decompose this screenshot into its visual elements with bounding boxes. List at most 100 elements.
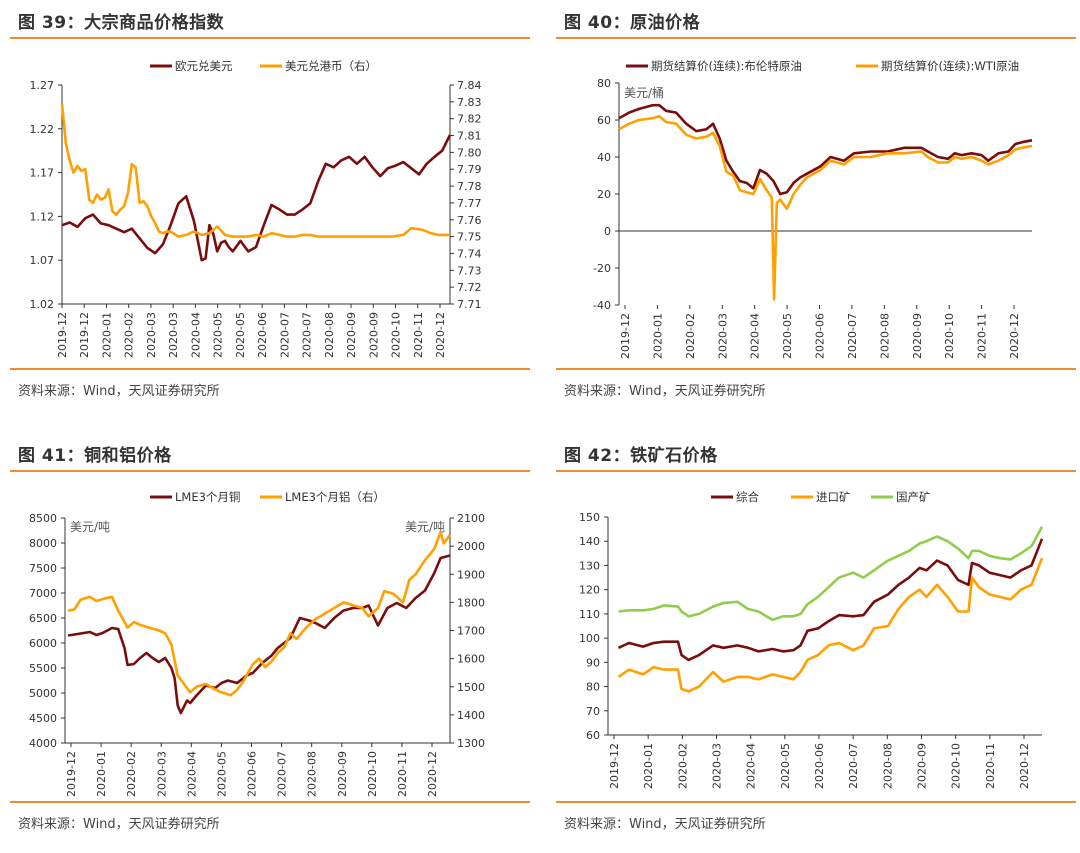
x-tick-label: 2020-05 [779, 743, 792, 789]
x-tick-label: 2020-11 [984, 743, 997, 789]
source-divider [10, 368, 530, 370]
x-tick-label: 2020-04 [189, 312, 202, 358]
x-tick-label: 2020-10 [950, 743, 963, 789]
y2-tick-label: 7.74 [457, 247, 482, 260]
y2-tick-label: 2100 [457, 512, 485, 525]
x-tick-label: 2020-11 [396, 751, 409, 797]
series-line-2 [618, 115, 1033, 301]
y2-tick-label: 1700 [457, 625, 485, 638]
x-tick-label: 2020-07 [847, 743, 860, 789]
y-tick-label: -40 [593, 299, 611, 312]
y-tick-label: 8000 [29, 537, 57, 550]
y-tick-label: 140 [579, 535, 600, 548]
x-tick-label: 2020-06 [246, 751, 259, 797]
x-tick-label: 2019-12 [619, 313, 632, 359]
x-tick-label: 2020-09 [336, 751, 349, 797]
y2-tick-label: 7.75 [457, 231, 482, 244]
y-tick-label: 5500 [29, 662, 57, 675]
title-divider [556, 470, 1076, 472]
y-tick-label: 60 [586, 729, 600, 742]
y-tick-label: 150 [579, 511, 600, 524]
x-tick-label: 2020-08 [306, 751, 319, 797]
x-tick-label: 2020-06 [256, 312, 269, 358]
y-tick-label: 7000 [29, 587, 57, 600]
legend-label: 综合 [736, 490, 759, 504]
legend: 期货结算价(连续):布伦特原油 期货结算价(连续):WTI原油 [626, 59, 1019, 73]
y2-tick-label: 7.76 [457, 214, 482, 227]
x-tick-label: 2020-12 [434, 312, 447, 358]
figure-39-panel: 图 39：大宗商品价格指数 1.02 1.07 1.12 1.17 1.22 1.27 7.… [10, 0, 540, 420]
x-tick-label: 2020-10 [943, 313, 956, 359]
y-tick-label: 4500 [29, 712, 57, 725]
x-tick-label: 2020-07 [276, 751, 289, 797]
x-ticks: 2019-12 2020-01 2020-02 2020-03 2020-04 2020-… [619, 305, 1021, 359]
y-tick-label: 6500 [29, 612, 57, 625]
figure-title: 图 40：原油价格 [564, 13, 701, 33]
y-tick-label: 8500 [29, 512, 57, 525]
figure-title: 图 41：铜和铝价格 [18, 446, 172, 466]
y-tick-label: 90 [586, 656, 600, 669]
figure-40-chart: -40 -20 0 20 40 60 80 2019-12 2020-01 2020-02 2020… [593, 59, 1033, 359]
x-tick-label: 2020-01 [642, 743, 655, 789]
y-tick-label: 70 [586, 705, 600, 718]
y2-tick-label: 7.80 [457, 146, 482, 159]
series-line-2 [617, 557, 1044, 693]
x-tick-label: 2020-02 [125, 751, 138, 797]
x-tick-label: 2019-12 [608, 743, 621, 789]
y-ticks-left: -40 -20 0 20 40 60 80 [593, 77, 619, 312]
legend-label: 进口矿 [816, 490, 851, 504]
y-tick-label: 6000 [29, 637, 57, 650]
y2-tick-label: 1400 [457, 709, 485, 722]
x-tick-label: 2020-06 [814, 313, 827, 359]
figure-title: 图 39：大宗商品价格指数 [18, 13, 225, 33]
y-tick-label: 1.27 [30, 79, 55, 92]
y-tick-label: 1.12 [30, 210, 55, 223]
x-tick-label: 2019-12 [65, 751, 78, 797]
y-tick-label: 80 [597, 77, 611, 90]
x-tick-label: 2020-12 [1008, 313, 1021, 359]
x-tick-label: 2020-08 [323, 312, 336, 358]
y2-tick-label: 7.72 [457, 281, 482, 294]
x-tick-label: 2020-09 [367, 312, 380, 358]
x-tick-label: 2020-12 [1018, 743, 1031, 789]
x-tick-label: 2020-01 [100, 312, 113, 358]
source-note: 资料来源：Wind，天风证券研究所 [564, 384, 766, 399]
x-tick-label: 2020-04 [185, 751, 198, 797]
x-tick-label: 2020-04 [749, 313, 762, 359]
y-tick-label: 40 [597, 151, 611, 164]
unit-label-left: 美元/吨 [70, 520, 110, 534]
y2-tick-label: 7.81 [457, 130, 482, 143]
y2-tick-label: 2000 [457, 540, 485, 553]
y-tick-label: 5000 [29, 687, 57, 700]
legend: 欧元兑美元 美元兑港币（右） [150, 59, 377, 73]
x-tick-label: 2020-05 [212, 312, 225, 358]
figure-40-panel: 图 40：原油价格 -40 -20 0 20 40 60 80 2019-12 2020-01 2… [556, 0, 1080, 420]
x-tick-label: 2020-09 [911, 313, 924, 359]
y-tick-label: 120 [579, 584, 600, 597]
x-tick-label: 2020-01 [651, 313, 664, 359]
title-divider [10, 470, 530, 472]
figure-41-chart: 4000 4500 5000 5500 6000 6500 7000 7500 8000 8500… [29, 490, 485, 797]
y2-tick-label: 1500 [457, 681, 485, 694]
y2-tick-label: 7.84 [457, 79, 482, 92]
x-tick-label: 2020-06 [813, 743, 826, 789]
x-tick-label: 2020-03 [711, 743, 724, 789]
y-tick-label: 1.07 [30, 254, 55, 267]
legend-label: LME3个月铝（右） [285, 490, 385, 504]
title-divider [10, 37, 530, 39]
series-line-1 [67, 554, 451, 715]
y-tick-label: 0 [604, 225, 611, 238]
legend: 综合 进口矿 国产矿 [711, 490, 931, 504]
x-tick-label: 2020-03 [167, 312, 180, 358]
figure-42-chart: 60 70 80 90 100 110 120 130 140 150 2019-12 2020-01… [579, 490, 1044, 789]
y2-tick-label: 7.77 [457, 197, 482, 210]
y2-tick-label: 7.78 [457, 180, 482, 193]
y-tick-label: 7500 [29, 562, 57, 575]
y2-tick-label: 7.79 [457, 163, 482, 176]
unit-label-right: 美元/吨 [405, 520, 445, 534]
series-line-2 [67, 530, 452, 697]
x-tick-label: 2020-07 [846, 313, 859, 359]
y-tick-label: 4000 [29, 737, 57, 750]
legend-label: 期货结算价(连续):WTI原油 [881, 59, 1019, 73]
y2-tick-label: 1900 [457, 568, 485, 581]
